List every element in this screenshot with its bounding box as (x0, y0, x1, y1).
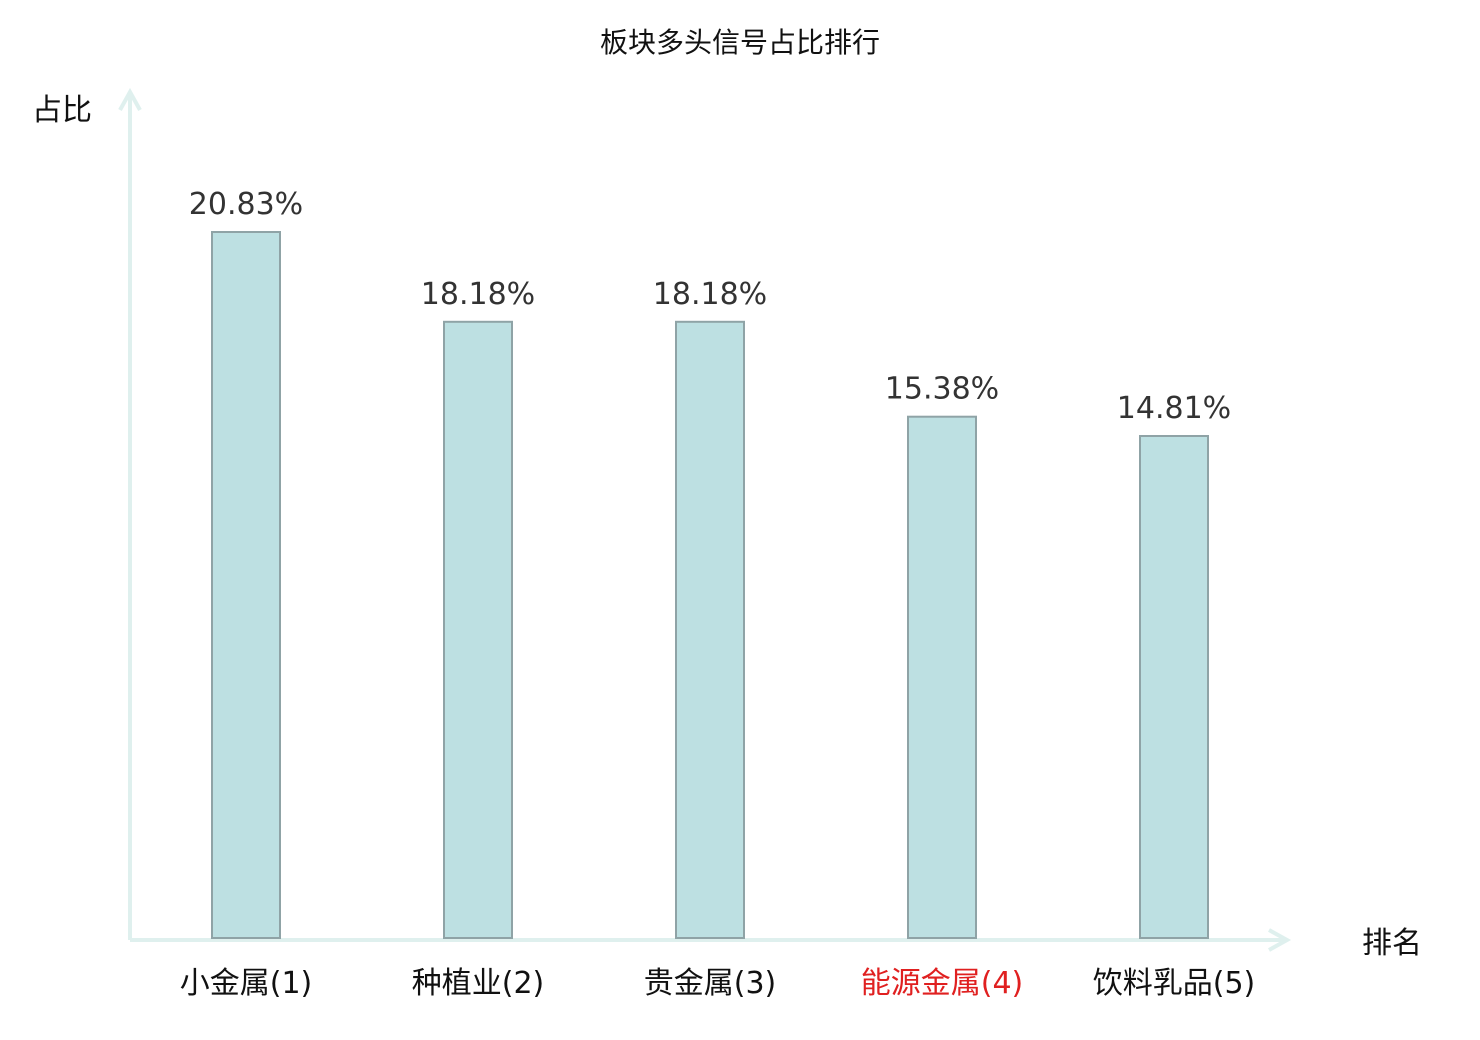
y-axis-label: 占比 (32, 93, 92, 128)
bar-value-label-3: 18.18% (653, 277, 767, 312)
x-axis-arrow-icon (1268, 928, 1292, 952)
bar-1 (211, 231, 281, 939)
value-labels-group: 20.83% 18.18% 18.18% 15.38% 14.81% (189, 187, 1231, 426)
bars-group (211, 231, 1209, 939)
category-label-5: 饮料乳品(5) (1093, 966, 1256, 1001)
bar-value-label-5: 14.81% (1117, 391, 1231, 426)
category-label-3: 贵金属(3) (644, 966, 777, 1001)
axes (118, 87, 1292, 952)
bar-3 (675, 320, 745, 939)
category-label-4: 能源金属(4) (861, 966, 1024, 1001)
bar-4 (907, 415, 977, 939)
y-axis-arrow-icon (118, 87, 142, 111)
x-axis-label: 排名 (1362, 926, 1422, 961)
bar-value-label-1: 20.83% (189, 187, 303, 222)
bar-value-label-4: 15.38% (885, 372, 999, 407)
chart-title: 板块多头信号占比排行 (600, 26, 880, 59)
category-labels-group: 小金属(1) 种植业(2) 贵金属(3) 能源金属(4) 饮料乳品(5) (180, 966, 1256, 1001)
bar-value-label-2: 18.18% (421, 277, 535, 312)
category-label-2: 种植业(2) (412, 966, 545, 1001)
bar-2 (443, 320, 513, 939)
category-label-1: 小金属(1) (180, 966, 313, 1001)
bar-5 (1139, 435, 1209, 939)
